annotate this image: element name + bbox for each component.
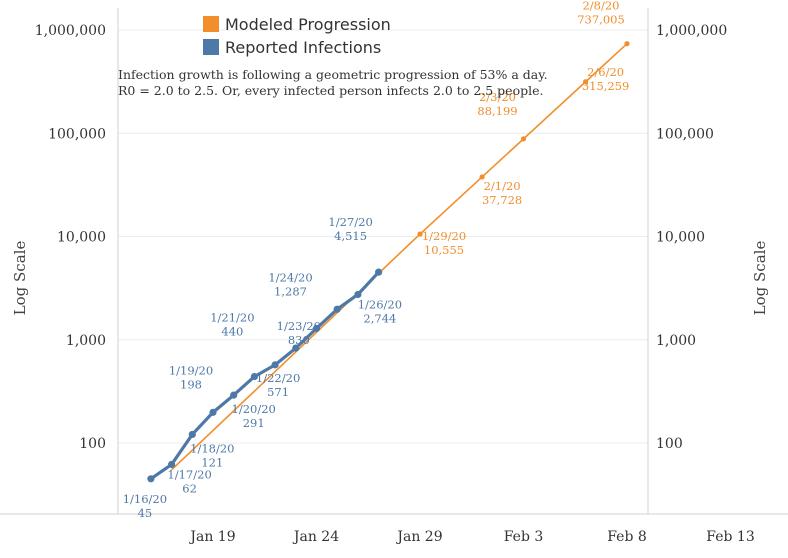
x-tick-0: Jan 19: [188, 529, 235, 545]
data-label-date-8: 1/24/20: [268, 270, 312, 284]
y-tick-right-1: 1,000: [656, 333, 696, 349]
legend-label-reported: Reported Infections: [225, 38, 381, 57]
data-label-date-12: 2/1/20: [484, 179, 521, 193]
point-modeled-3: [520, 136, 527, 142]
y-axis-title-left: Log Scale: [11, 241, 29, 316]
legend-label-modeled: Modeled Progression: [225, 15, 391, 34]
data-label-date-9: 1/26/20: [358, 297, 402, 311]
series-points: [147, 41, 630, 483]
y-tick-right-0: 100: [656, 436, 683, 452]
point-modeled-4: [583, 79, 589, 85]
data-label-value-4: 291: [243, 416, 265, 430]
data-label-date-5: 1/21/20: [210, 311, 254, 325]
data-label-value-7: 830: [288, 333, 310, 347]
y-axis-left-ticks: 100 1,000 10,000 100,000 1,000,000: [35, 23, 106, 452]
axes: [0, 8, 788, 515]
data-label-value-0: 45: [138, 506, 153, 520]
y-tick-right-2: 10,000: [656, 230, 705, 246]
data-label-value-15: 737,005: [577, 13, 625, 27]
point-modeled-1: [417, 231, 423, 237]
data-label-value-2: 121: [201, 455, 223, 469]
data-label-value-6: 571: [267, 385, 289, 399]
x-tick-1: Jan 24: [292, 529, 339, 545]
data-label-date-10: 1/27/20: [328, 215, 372, 229]
data-label-value-1: 62: [182, 481, 197, 495]
data-label-value-5: 440: [221, 325, 243, 339]
annotation-line-1: Infection growth is following a geometri…: [118, 67, 548, 82]
point-reported-11: [375, 268, 383, 276]
legend-swatch-reported: [203, 39, 219, 55]
point-reported-5: [250, 372, 258, 381]
legend-swatch-modeled: [203, 16, 219, 32]
point-modeled-5: [624, 41, 630, 47]
annotation: Infection growth is following a geometri…: [118, 67, 548, 98]
data-label-date-3: 1/19/20: [169, 363, 213, 377]
y-tick-left-0: 100: [79, 436, 106, 452]
data-label-value-14: 315,259: [582, 79, 630, 93]
x-tick-4: Feb 8: [607, 529, 647, 545]
point-reported-10: [354, 290, 362, 299]
point-reported-4: [230, 391, 238, 399]
data-label-date-2: 1/18/20: [190, 441, 234, 455]
x-tick-5: Feb 13: [706, 529, 754, 545]
point-reported-6: [271, 361, 279, 369]
data-label-value-11: 10,555: [424, 243, 464, 257]
data-label-value-9: 2,744: [363, 311, 396, 325]
x-axis-ticks: Jan 19 Jan 24 Jan 29 Feb 3 Feb 8 Feb 13: [188, 529, 754, 545]
series-lines: [149, 43, 628, 481]
data-label-date-14: 2/6/20: [587, 65, 624, 79]
y-tick-right-4: 1,000,000: [656, 23, 727, 39]
data-label-date-1: 1/17/20: [167, 467, 211, 481]
data-label-value-12: 37,728: [482, 193, 522, 207]
y-tick-right-3: 100,000: [656, 126, 714, 142]
annotation-line-2: R0 = 2.0 to 2.5. Or, every infected pers…: [118, 83, 543, 98]
data-label-date-13: 2/3/20: [479, 90, 516, 104]
x-tick-3: Feb 3: [504, 529, 544, 545]
point-reported-2: [188, 430, 196, 439]
y-tick-left-3: 100,000: [48, 126, 106, 142]
data-label-date-15: 2/8/20: [582, 0, 619, 13]
point-reported-9: [333, 305, 341, 313]
point-reported-8: [312, 324, 321, 333]
point-reported-3: [209, 408, 217, 416]
point-reported-0: [147, 475, 155, 483]
data-label-value-10: 4,515: [334, 229, 367, 243]
legend: Modeled Progression Reported Infections: [203, 15, 391, 57]
data-label-date-11: 1/29/20: [422, 229, 466, 243]
series-line-reported: [149, 270, 381, 481]
y-axis-right-ticks: 100 1,000 10,000 100,000 1,000,000: [656, 23, 727, 452]
data-label-date-6: 1/22/20: [256, 371, 300, 385]
point-modeled-2: [479, 174, 485, 180]
y-axis-title-right: Log Scale: [751, 241, 769, 316]
data-label-value-13: 88,199: [477, 104, 517, 118]
y-tick-left-2: 10,000: [57, 230, 106, 246]
data-label-date-7: 1/23/20: [277, 319, 321, 333]
point-reported-1: [168, 460, 176, 469]
data-label-value-8: 1,287: [274, 284, 307, 298]
x-tick-2: Jan 29: [395, 529, 442, 545]
data-label-value-3: 198: [180, 377, 202, 391]
data-label-date-0: 1/16/20: [123, 492, 167, 506]
y-tick-left-1: 1,000: [66, 333, 106, 349]
data-label-date-4: 1/20/20: [232, 402, 276, 416]
y-tick-left-4: 1,000,000: [35, 23, 106, 39]
point-reported-7: [292, 344, 300, 352]
